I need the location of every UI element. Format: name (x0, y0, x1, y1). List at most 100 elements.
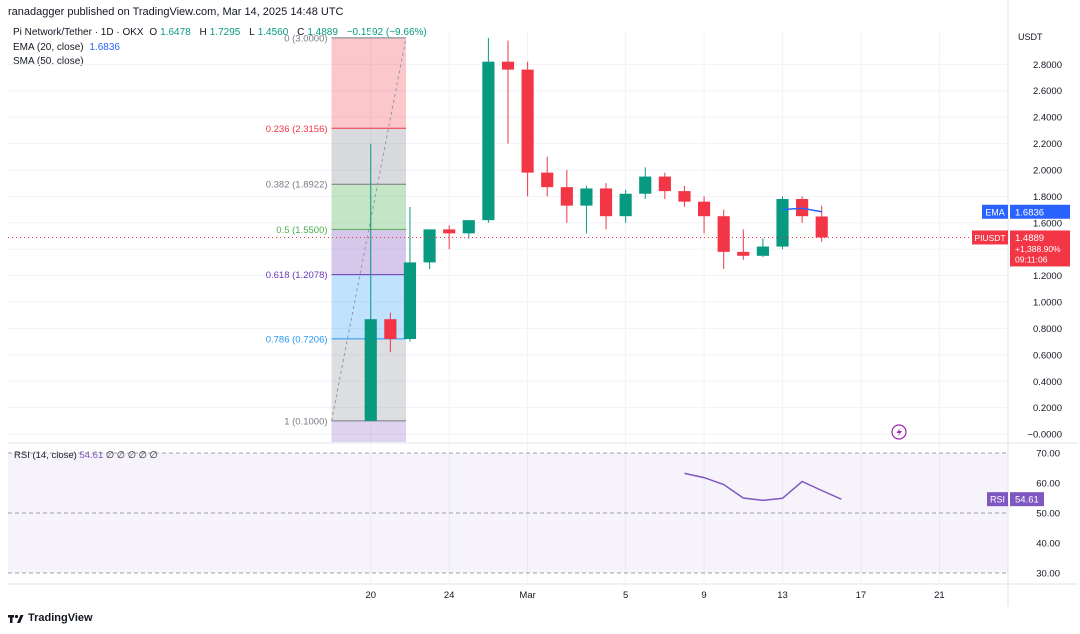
ema-badge-value: 1.6836 (1015, 207, 1044, 218)
last-price-change: +1,388.90% (1015, 244, 1061, 254)
price-tick-label: 2.6000 (1033, 86, 1062, 97)
candles (8, 37, 1008, 421)
last-price-symbol: PIUSDT (974, 233, 1005, 243)
price-badges: EMA 1.6836 PIUSDT 1.4889+1,388.90%09:11:06 R… (972, 204, 1070, 507)
footer-brand[interactable]: TradingView (8, 612, 93, 624)
tradingview-logo-icon (8, 614, 24, 623)
sma-legend: SMA (50, close) (13, 56, 87, 67)
high-value: 1.7295 (209, 27, 241, 38)
fib-level-label: 0.618 (1.2078) (266, 270, 328, 281)
ema-badge-box (1010, 204, 1070, 219)
rsi-tick-label: 40.00 (1036, 539, 1060, 550)
close-value: 1.4889 (307, 27, 338, 38)
candle-up (482, 61, 495, 221)
price-tick-label: 1.0000 (1033, 298, 1062, 309)
ema-line-path (782, 207, 822, 213)
candle-down (698, 201, 711, 217)
fib-level-label: 1 (0.1000) (284, 416, 327, 427)
rsi-legend-label: RSI (14, close) (14, 450, 77, 461)
fib-trend-line (331, 37, 407, 421)
candle-up (776, 199, 789, 247)
fib-zone (331, 184, 407, 230)
candle-down (443, 229, 456, 234)
candle-up (423, 229, 436, 263)
fib-level-label: 0.786 (0.7206) (266, 334, 328, 345)
rsi-pane (8, 452, 1008, 574)
rsi-line (684, 472, 842, 502)
last-price-tag (972, 230, 1008, 245)
lightning-icon[interactable] (891, 424, 907, 440)
grid-lines (8, 30, 1008, 582)
rsi-tick-label: 30.00 (1036, 569, 1060, 580)
rsi-tick-label: 50.00 (1036, 509, 1060, 520)
symbol-legend: Pi Network/Tether · 1D · OKX O 1.6478 H 1.… (13, 27, 427, 38)
ema-legend-value: 1.6836 (89, 42, 120, 53)
candle-down (599, 188, 613, 217)
fib-level-label: 0.5 (1.5500) (276, 225, 327, 236)
fib-zone (331, 128, 407, 185)
time-tick-label: 5 (623, 590, 628, 601)
candle-down (717, 216, 730, 252)
candle-down (658, 176, 671, 192)
price-tick-label: 0.2000 (1033, 403, 1062, 414)
candle-down (560, 187, 573, 206)
ema-line (782, 207, 822, 213)
publisher-line: ranadagger published on TradingView.com,… (8, 6, 344, 18)
price-tick-label: −0.0000 (1027, 430, 1062, 441)
time-tick-label: 24 (444, 590, 455, 601)
last-price-value: 1.4889 (1015, 233, 1044, 244)
rsi-tick-label: 70.00 (1036, 449, 1060, 460)
price-tick-label: 0.6000 (1033, 350, 1062, 361)
candle-up (462, 220, 475, 234)
price-tick-label: 2.4000 (1033, 113, 1062, 124)
rsi-badge-value: 54.61 (1015, 495, 1039, 506)
rsi-badge-box (1010, 492, 1044, 507)
price-tick-label: 1.6000 (1033, 218, 1062, 229)
fib-level-label: 0.236 (2.3156) (266, 124, 328, 135)
time-tick-label: 21 (934, 590, 945, 601)
rsi-tick-label: 60.00 (1036, 479, 1060, 490)
candle-down (501, 61, 515, 70)
fib-level-label: 0 (3.0000) (284, 33, 327, 44)
ema-badge-label: EMA (985, 207, 1005, 217)
ema-legend-label: EMA (20, close) (13, 42, 84, 53)
rsi-badge-label: RSI (990, 495, 1005, 505)
candle-down (521, 69, 534, 173)
candle-up (364, 319, 377, 421)
price-tick-label: 0.8000 (1033, 324, 1062, 335)
change-value: −0.1592 (−9.66%) (346, 27, 427, 38)
time-tick-label: 17 (856, 590, 867, 601)
price-tick-label: 1.8000 (1033, 192, 1062, 203)
ema-legend: EMA (20, close) 1.6836 (13, 42, 123, 53)
fib-zone (331, 229, 407, 275)
candle-up (580, 188, 593, 206)
open-value: 1.6478 (160, 27, 191, 38)
candle-down (815, 216, 828, 238)
sma-legend-label: SMA (50, close) (13, 56, 84, 67)
fib-zone (331, 420, 407, 442)
candle-up (756, 246, 769, 256)
ema-badge-tag (982, 204, 1008, 219)
price-tick-label: 2.8000 (1033, 60, 1062, 71)
price-tick-label: 1.2000 (1033, 271, 1062, 282)
low-value: 1.4560 (257, 27, 289, 38)
last-price-timer: 09:11:06 (1015, 254, 1048, 264)
price-tick-label: 2.2000 (1033, 139, 1062, 150)
candle-up (403, 262, 417, 339)
candle-down (737, 251, 750, 256)
candle-up (639, 176, 652, 194)
time-tick-label: 13 (777, 590, 788, 601)
price-tick-label: 2.0000 (1033, 165, 1062, 176)
rsi-legend: RSI (14, close) 54.61 ∅ ∅ ∅ ∅ ∅ (14, 450, 158, 461)
footer-brand-text: TradingView (28, 612, 93, 624)
candle-up (619, 193, 632, 217)
symbol-name: Pi Network/Tether · 1D · OKX (13, 27, 144, 38)
candle-down (541, 172, 554, 188)
fib-level-label: 0.382 (1.8922) (266, 180, 328, 191)
last-price-box (1010, 230, 1070, 267)
candle-down (384, 319, 397, 339)
rsi-badge-tag (987, 492, 1008, 507)
candle-down (678, 191, 691, 202)
rsi-legend-value: 54.61 (79, 450, 103, 461)
